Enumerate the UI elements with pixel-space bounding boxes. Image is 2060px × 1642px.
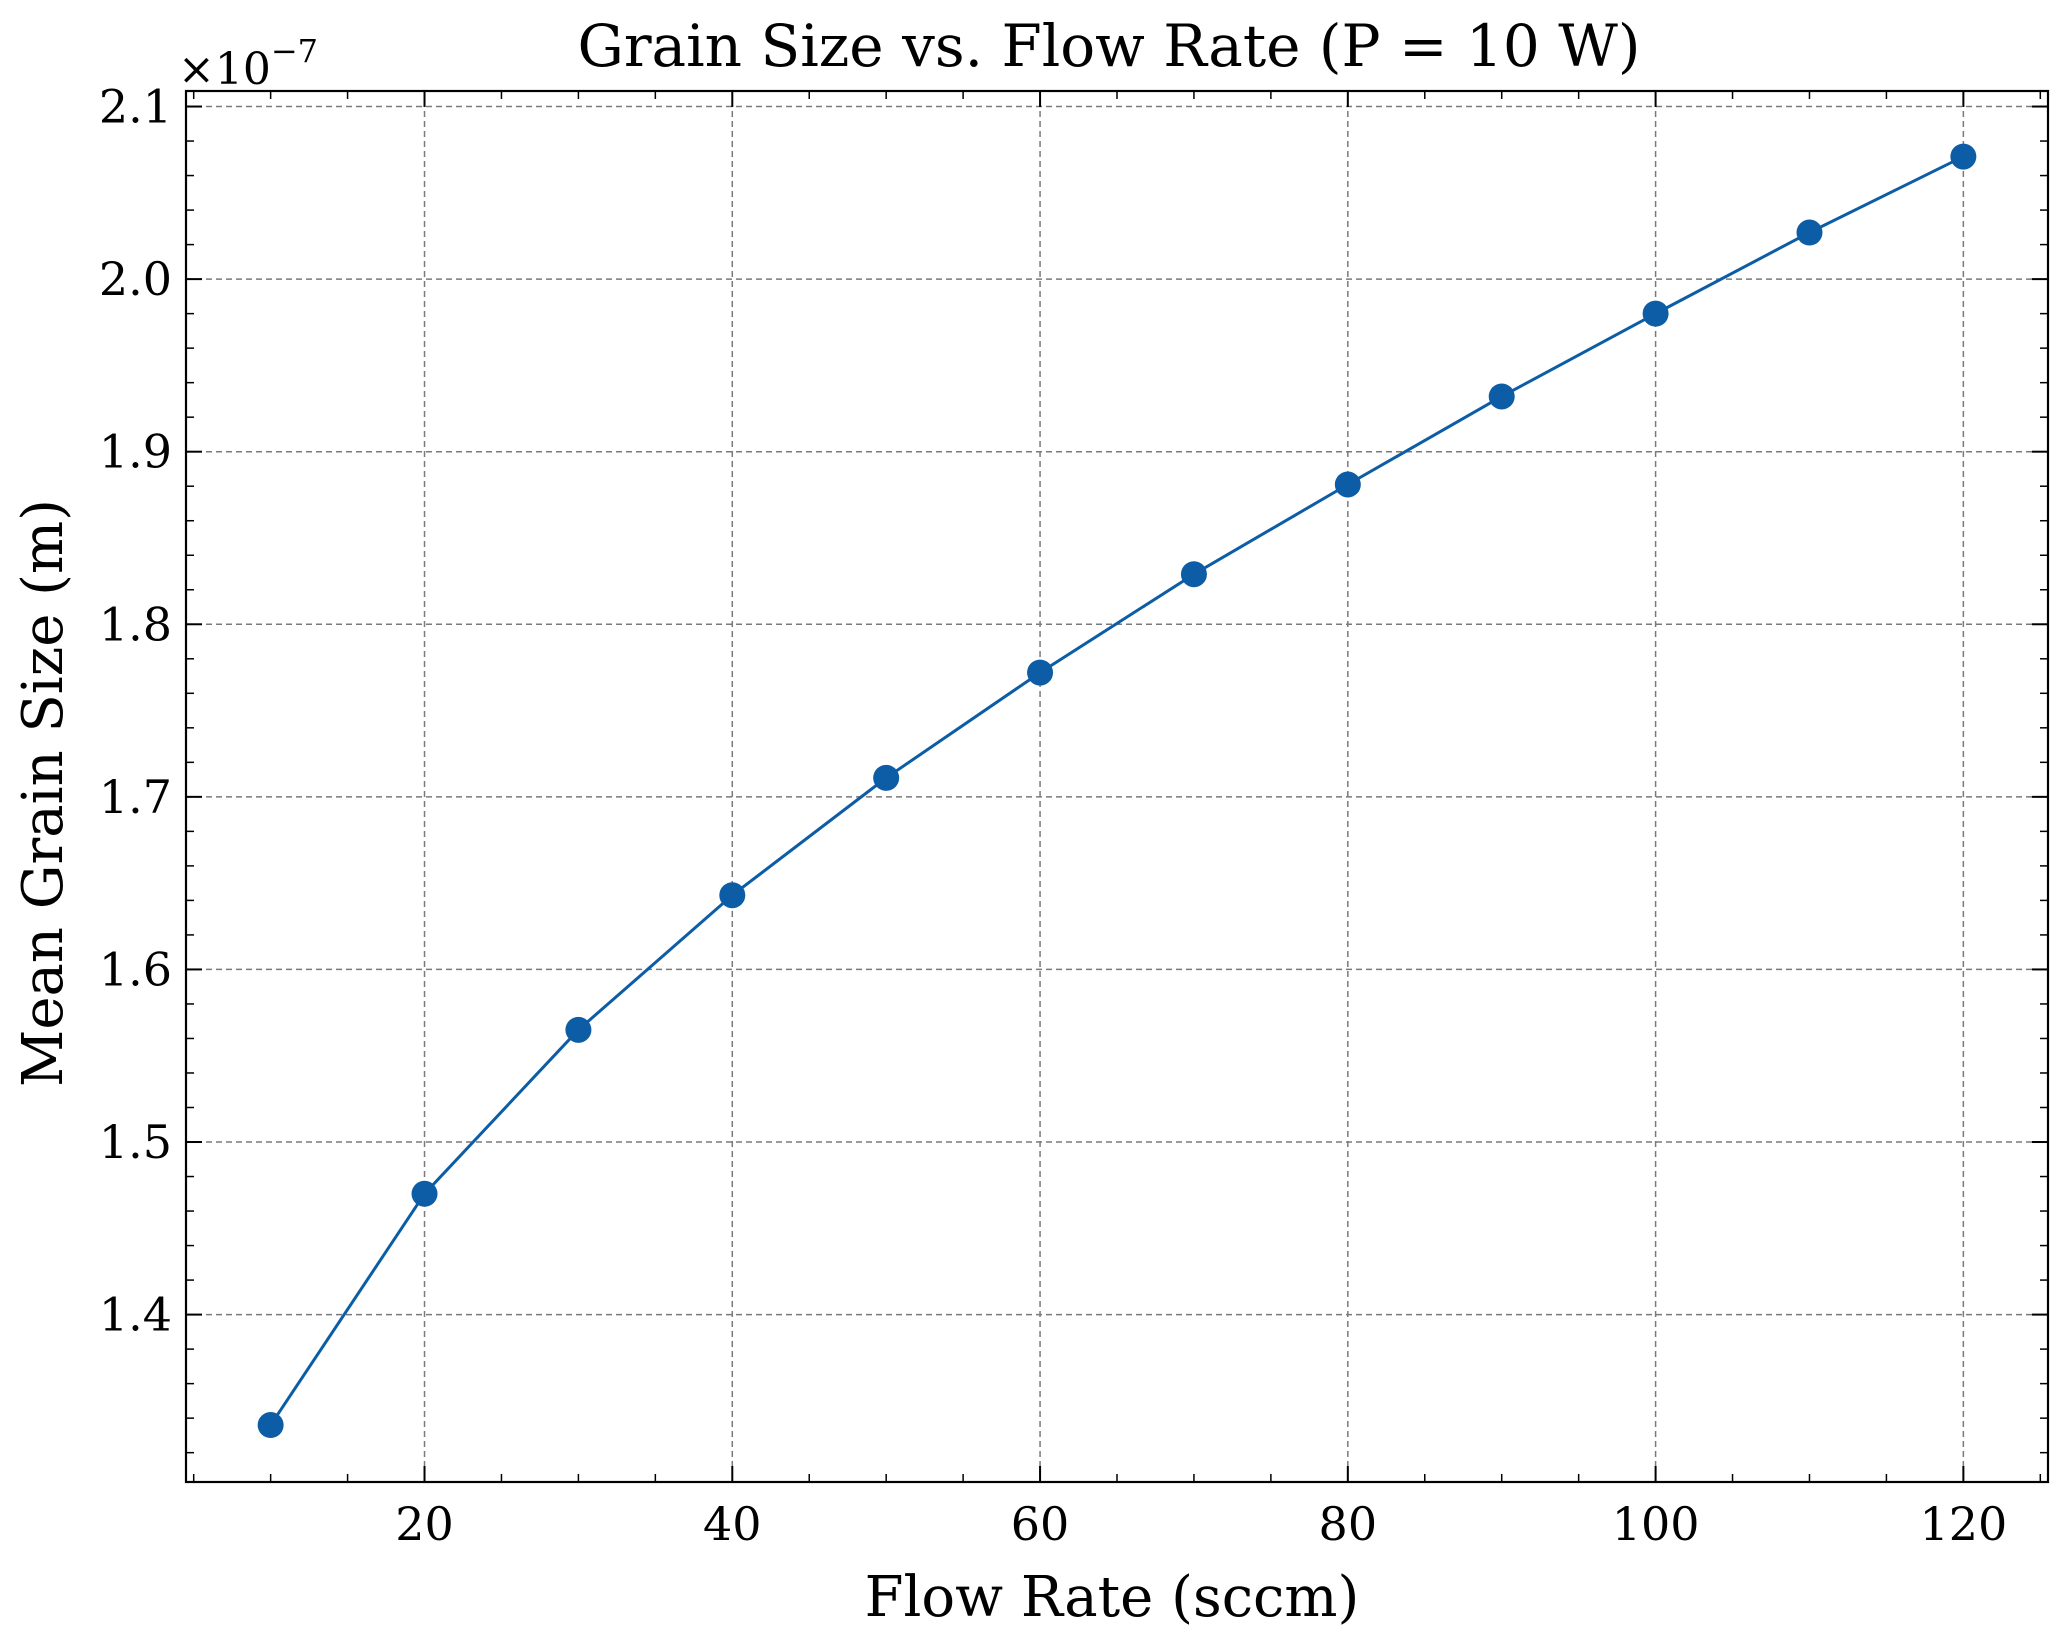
data-point bbox=[257, 1412, 284, 1439]
x-tick-label: 80 bbox=[1319, 1497, 1378, 1551]
y-tick-label: 2.1 bbox=[99, 80, 172, 134]
data-point bbox=[1950, 143, 1977, 170]
data-point bbox=[411, 1180, 438, 1207]
data-point bbox=[565, 1016, 592, 1043]
y-offset-base: ×10 bbox=[178, 44, 271, 95]
data-point bbox=[1027, 659, 1054, 686]
y-tick-label: 1.5 bbox=[99, 1115, 172, 1169]
series-line bbox=[269, 155, 1965, 1426]
y-tick-label: 1.4 bbox=[99, 1288, 172, 1342]
data-point bbox=[1334, 471, 1361, 498]
data-point bbox=[873, 764, 900, 791]
y-offset-exponent: −7 bbox=[271, 32, 318, 70]
plot-frame bbox=[184, 89, 2050, 1484]
x-tick-label: 20 bbox=[395, 1497, 454, 1551]
y-tick-label: 1.8 bbox=[99, 597, 172, 651]
y-tick-label: 2.0 bbox=[99, 252, 172, 306]
y-axis-offset-label: ×10−7 bbox=[178, 32, 318, 95]
series-line-layer bbox=[269, 155, 1965, 1426]
x-tick-label: 40 bbox=[703, 1497, 762, 1551]
data-point bbox=[1642, 300, 1669, 327]
y-tick-label: 1.6 bbox=[99, 942, 172, 996]
x-tick-labels: 20 40 60 80 100 120 bbox=[395, 1497, 2007, 1551]
x-axis-label: Flow Rate (sccm) bbox=[865, 1565, 1360, 1630]
data-point bbox=[1488, 383, 1515, 410]
data-point bbox=[719, 882, 746, 909]
y-tick-label: 1.9 bbox=[99, 425, 172, 479]
y-axis-label: Mean Grain Size (m) bbox=[11, 499, 76, 1087]
axis-ticks bbox=[186, 91, 2048, 1482]
y-tick-label: 1.7 bbox=[99, 770, 172, 824]
x-tick-label: 60 bbox=[1011, 1497, 1070, 1551]
grid bbox=[186, 91, 2048, 1482]
data-point bbox=[1796, 219, 1823, 246]
data-point bbox=[1180, 561, 1207, 588]
y-tick-labels: 1.4 1.5 1.6 1.7 1.8 1.9 2.0 2.1 bbox=[99, 80, 172, 1342]
data-points bbox=[257, 143, 1977, 1439]
chart-title: Grain Size vs. Flow Rate (P = 10 W) bbox=[577, 12, 1640, 80]
x-tick-label: 120 bbox=[1919, 1497, 2007, 1551]
x-tick-label: 100 bbox=[1612, 1497, 1700, 1551]
